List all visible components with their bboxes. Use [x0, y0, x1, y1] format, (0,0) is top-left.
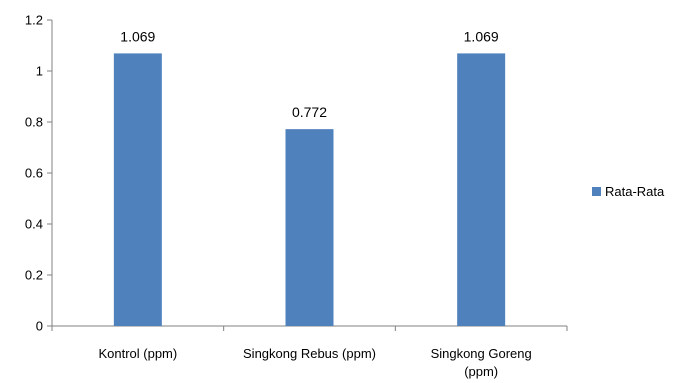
data-label: 1.069	[464, 28, 499, 44]
legend: Rata-Rata	[592, 184, 665, 199]
y-tick-label: 0.2	[25, 268, 43, 283]
x-tick-label: Singkong Goreng	[431, 346, 532, 361]
x-tick-label: Kontrol (ppm)	[98, 346, 177, 361]
bar	[285, 129, 334, 326]
y-axis-ticks: 0 0.2 0.4 0.6 0.8 1 1.2	[25, 13, 52, 334]
bar	[113, 53, 162, 326]
y-tick-label: 1.2	[25, 13, 43, 28]
y-tick-label: 0.4	[25, 217, 43, 232]
y-tick-label: 0.6	[25, 166, 43, 181]
data-label: 0.772	[292, 104, 327, 120]
data-labels: 1.069 0.772 1.069	[120, 28, 499, 120]
y-tick-label: 0.8	[25, 115, 43, 130]
bar	[457, 53, 506, 326]
legend-label: Rata-Rata	[605, 184, 665, 199]
data-label: 1.069	[120, 28, 155, 44]
y-tick-label: 1	[36, 64, 43, 79]
y-tick-label: 0	[36, 319, 43, 334]
legend-swatch	[592, 187, 601, 196]
x-tick-label: Singkong Rebus (ppm)	[243, 346, 376, 361]
x-tick-label: (ppm)	[464, 364, 498, 379]
bars	[113, 53, 506, 326]
x-axis-ticks: Kontrol (ppm) Singkong Rebus (ppm) Singkon…	[51, 326, 568, 379]
